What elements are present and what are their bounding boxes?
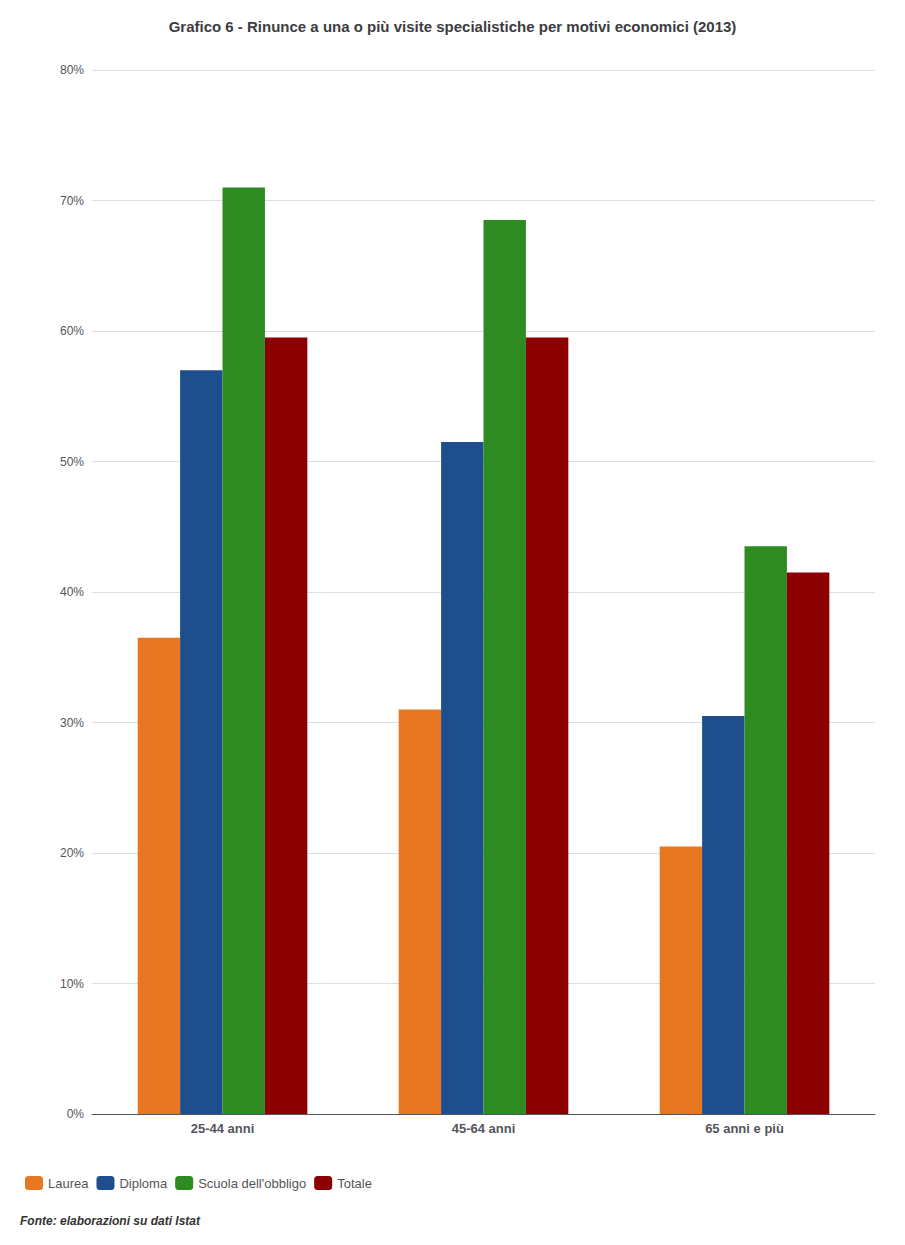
svg-text:Laurea: Laurea (48, 1176, 89, 1191)
svg-text:30%: 30% (60, 716, 84, 730)
svg-text:10%: 10% (60, 977, 84, 991)
svg-text:Diploma: Diploma (119, 1176, 167, 1191)
svg-text:Totale: Totale (337, 1176, 372, 1191)
svg-text:80%: 80% (60, 63, 84, 77)
svg-text:65 anni e più: 65 anni e più (705, 1121, 784, 1136)
svg-text:20%: 20% (60, 846, 84, 860)
svg-text:Grafico 6 - Rinunce a una o pi: Grafico 6 - Rinunce a una o più visite s… (169, 18, 737, 35)
svg-text:Scuola dell'obbligo: Scuola dell'obbligo (198, 1176, 306, 1191)
svg-text:70%: 70% (60, 194, 84, 208)
svg-text:25-44 anni: 25-44 anni (191, 1121, 255, 1136)
svg-text:50%: 50% (60, 455, 84, 469)
svg-text:60%: 60% (60, 324, 84, 338)
svg-text:0%: 0% (67, 1107, 85, 1121)
svg-text:40%: 40% (60, 585, 84, 599)
svg-text:Fonte: elaborazioni su dati Is: Fonte: elaborazioni su dati Istat (20, 1214, 201, 1228)
svg-text:45-64 anni: 45-64 anni (452, 1121, 516, 1136)
